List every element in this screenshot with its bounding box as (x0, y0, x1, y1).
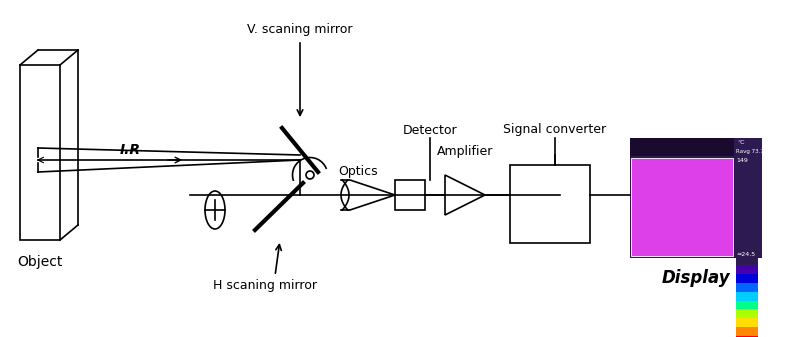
Text: Optics: Optics (338, 165, 378, 179)
Text: °C: °C (737, 141, 744, 146)
Text: ≈24.5: ≈24.5 (736, 251, 755, 256)
Text: V. scaning mirror: V. scaning mirror (247, 24, 353, 36)
Bar (736, 318, 758, 327)
Bar (510, 165, 590, 243)
Bar (630, 138, 762, 258)
Text: I.R: I.R (120, 143, 140, 157)
Text: H scaning mirror: H scaning mirror (213, 278, 317, 292)
Bar (736, 336, 758, 337)
Text: Display: Display (662, 269, 730, 287)
Bar (630, 138, 734, 156)
Text: Object: Object (18, 255, 63, 269)
Text: Detector: Detector (402, 123, 457, 136)
Bar (736, 283, 758, 292)
Bar (736, 274, 758, 283)
Bar (736, 256, 758, 265)
Text: 149: 149 (736, 157, 748, 162)
Bar (736, 327, 758, 336)
Circle shape (306, 171, 314, 179)
Bar (736, 265, 758, 274)
Bar (736, 309, 758, 318)
Text: Amplifier: Amplifier (437, 146, 493, 158)
Bar (395, 180, 425, 210)
Text: Ravg 73.7: Ravg 73.7 (736, 149, 764, 153)
Bar (631, 158, 733, 256)
Bar (736, 301, 758, 309)
Bar (736, 292, 758, 301)
Text: Signal converter: Signal converter (504, 123, 607, 136)
